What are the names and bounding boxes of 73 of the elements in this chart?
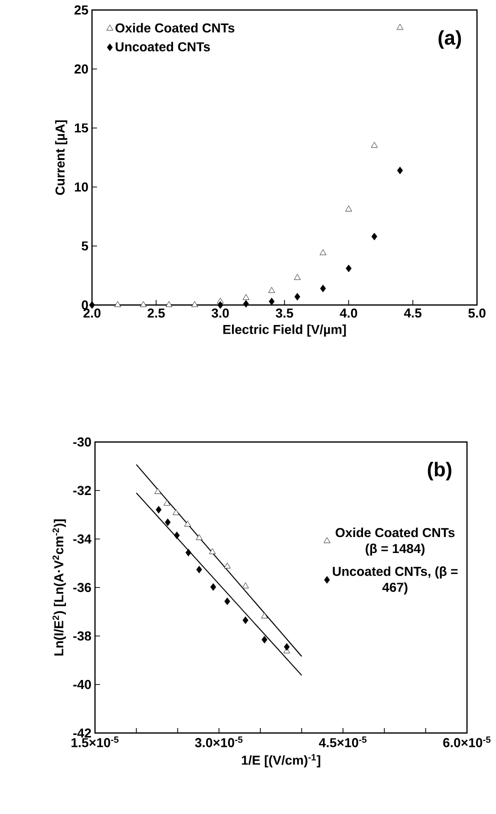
- y-tick-label: -34: [73, 534, 92, 544]
- point: [184, 520, 191, 526]
- point: [294, 292, 300, 301]
- point: [243, 300, 249, 308]
- point: [89, 301, 95, 309]
- point: [114, 301, 121, 307]
- point: [345, 206, 352, 212]
- point: [224, 562, 231, 568]
- x-tick-label: 4.5: [404, 308, 422, 318]
- point: [261, 612, 268, 618]
- y-tick-label: 0: [82, 300, 88, 310]
- point: [371, 142, 378, 148]
- point: [172, 509, 180, 516]
- y-tick-label: 5: [82, 241, 88, 251]
- y-tick-label: -30: [73, 437, 91, 447]
- legend-label: Oxide Coated CNTs (β = 1484): [336, 528, 455, 556]
- point: [196, 534, 202, 540]
- y-tick-label: -38: [73, 631, 92, 641]
- legend-label: Uncoated CNTs, (β = 467): [332, 566, 458, 594]
- point: [174, 532, 180, 540]
- y-tick-label: -36: [73, 582, 92, 592]
- y-tick-label: 10: [74, 182, 88, 192]
- point: [140, 301, 147, 307]
- point: [166, 301, 172, 307]
- point: [320, 249, 326, 256]
- point: [284, 643, 290, 651]
- legend-label: Oxide Coated CNTs: [115, 23, 234, 33]
- x-tick-label: 2.5: [148, 308, 165, 318]
- x-tick-label: 3.0: [212, 308, 229, 318]
- point: [268, 287, 275, 293]
- point: [154, 488, 162, 494]
- point: [209, 548, 216, 554]
- point: [164, 500, 170, 506]
- y-tick-label: -42: [73, 728, 91, 738]
- point: [242, 294, 250, 300]
- point: [397, 166, 403, 174]
- point: [191, 301, 198, 307]
- x-tick-label: 3.5: [276, 308, 294, 318]
- point: [396, 24, 404, 30]
- y-axis-title: Current [µA]: [55, 120, 68, 195]
- x-tick-label: 2.0: [83, 308, 100, 318]
- y-tick-label: -32: [73, 486, 91, 496]
- x-axis-title: 1/E [(V/cm)$^{-1}$]: [242, 754, 320, 768]
- point: [210, 583, 216, 591]
- point: [164, 518, 171, 526]
- point: [242, 582, 249, 588]
- point: [371, 232, 378, 240]
- x-tick-label: 1.5×10$^{-5}$: [72, 736, 119, 748]
- annotation: (a): [438, 30, 461, 49]
- x-tick-label: 4.0: [340, 308, 358, 318]
- legend-label: Uncoated CNTs: [116, 42, 210, 52]
- point: [262, 636, 268, 644]
- x-axis-title: Electric Field [V/µm]: [223, 324, 346, 337]
- point: [186, 548, 192, 556]
- annotation: (b): [428, 462, 452, 480]
- point: [196, 566, 202, 574]
- point: [242, 616, 248, 624]
- point: [294, 274, 301, 280]
- point: [268, 298, 275, 306]
- x-tick-label: 3.0×10$^{-5}$: [195, 736, 243, 748]
- point: [320, 284, 326, 292]
- y-tick-label: 25: [74, 5, 88, 15]
- x-tick-label: 5.0: [468, 308, 486, 318]
- point: [224, 598, 230, 606]
- y-tick-label: -40: [73, 680, 91, 690]
- x-tick-label: 4.5×10$^{-5}$: [318, 736, 367, 748]
- y-tick-label: 15: [74, 123, 88, 133]
- y-tick-label: 20: [74, 64, 88, 74]
- point: [346, 264, 352, 272]
- point: [156, 506, 162, 514]
- y-axis-title: Ln(I/E$^{2}$) [Ln(A·V$^{2}$cm$^{-2}$)]: [52, 519, 66, 656]
- point: [217, 301, 224, 309]
- x-tick-label: 6.0×10$^{-5}$: [443, 736, 491, 748]
